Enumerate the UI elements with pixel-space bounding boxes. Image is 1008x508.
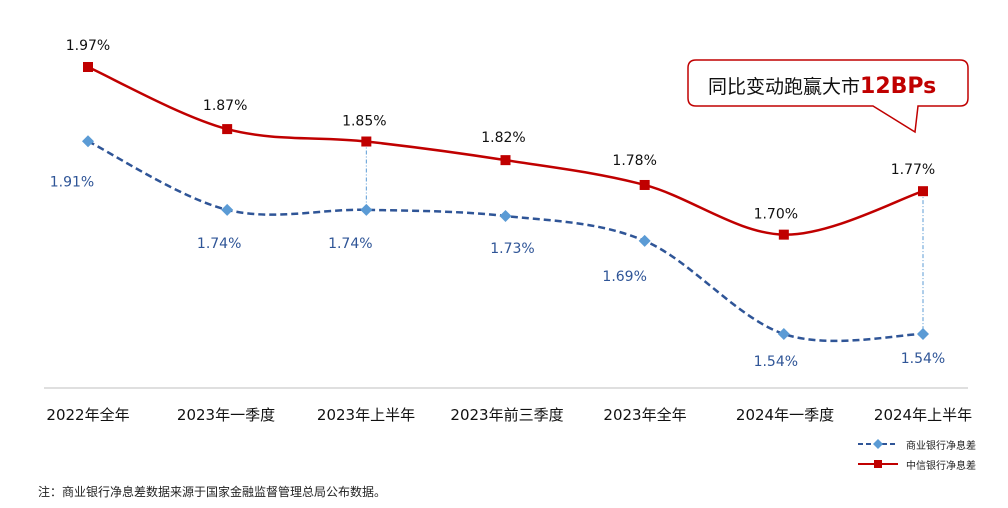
category-label-4: 2023年全年 bbox=[603, 406, 686, 424]
citic-point-3 bbox=[500, 155, 511, 166]
citic-label-5: 1.70% bbox=[754, 207, 798, 223]
callout-shape bbox=[687, 59, 969, 134]
citic-point-2 bbox=[361, 136, 372, 147]
category-label-0: 2022年全年 bbox=[46, 406, 129, 424]
citic-point-5 bbox=[778, 229, 789, 240]
citic-point-0 bbox=[83, 62, 93, 72]
citic-label-4: 1.78% bbox=[612, 153, 656, 169]
commercial-point-2 bbox=[360, 203, 373, 216]
category-label-6: 2024年上半年 bbox=[874, 406, 972, 424]
data-labels: 1.97% 1.87% 1.85% 1.82% 1.78% 1.70% 1.77% 1.91%… bbox=[50, 38, 945, 370]
callout-highlight: 12BPs bbox=[860, 74, 936, 99]
legend-swatch-citic bbox=[858, 460, 898, 468]
commercial-label-3: 1.73% bbox=[490, 241, 534, 257]
commercial-label-1: 1.74% bbox=[197, 236, 241, 252]
commercial-label-6: 1.54% bbox=[901, 351, 945, 367]
category-label-1: 2023年一季度 bbox=[177, 406, 275, 424]
citic-point-4 bbox=[639, 179, 650, 190]
legend-label-commercial: 商业银行净息差 bbox=[906, 440, 976, 452]
citic-point-6 bbox=[918, 186, 928, 197]
citic-label-0: 1.97% bbox=[66, 38, 110, 54]
citic-label-1: 1.87% bbox=[203, 98, 247, 114]
commercial-label-5: 1.54% bbox=[754, 354, 798, 370]
callout-main-text: 同比变动跑赢大市 bbox=[708, 76, 860, 98]
citic-label-2: 1.85% bbox=[342, 114, 386, 130]
citic-label-6: 1.77% bbox=[891, 162, 935, 178]
legend: 商业银行净息差 中信银行净息差 bbox=[856, 434, 976, 474]
category-label-3: 2023年前三季度 bbox=[450, 406, 563, 424]
category-label-2: 2023年上半年 bbox=[317, 406, 415, 424]
citic-label-3: 1.82% bbox=[481, 130, 525, 146]
commercial-point-0 bbox=[82, 135, 94, 148]
legend-label-citic: 中信银行净息差 bbox=[906, 460, 976, 472]
commercial-point-5 bbox=[777, 328, 790, 340]
callout-box: 同比变动跑赢大市12BPs bbox=[687, 59, 969, 134]
commercial-label-0: 1.91% bbox=[50, 174, 94, 190]
legend-swatch-commercial bbox=[858, 439, 898, 449]
callout-text: 同比变动跑赢大市12BPs bbox=[708, 74, 936, 99]
category-label-5: 2024年一季度 bbox=[736, 406, 834, 424]
commercial-point-3 bbox=[499, 210, 512, 223]
category-axis: 2022年全年 2023年一季度 2023年上半年 2023年前三季度 2023年全年 2… bbox=[46, 406, 972, 424]
legend-item-citic: 中信银行净息差 bbox=[856, 454, 976, 474]
legend-item-commercial: 商业银行净息差 bbox=[856, 434, 976, 454]
commercial-point-4 bbox=[638, 234, 651, 247]
citic-point-1 bbox=[222, 124, 233, 135]
series-layer bbox=[82, 62, 929, 343]
footnote: 注：商业银行净息差数据来源于国家金融监督管理总局公布数据。 bbox=[38, 485, 387, 499]
commercial-point-6 bbox=[917, 328, 929, 340]
commercial-point-1 bbox=[221, 203, 234, 216]
commercial-label-4: 1.69% bbox=[602, 269, 646, 285]
commercial-label-2: 1.74% bbox=[328, 236, 372, 252]
drop-lines bbox=[365, 141, 924, 334]
